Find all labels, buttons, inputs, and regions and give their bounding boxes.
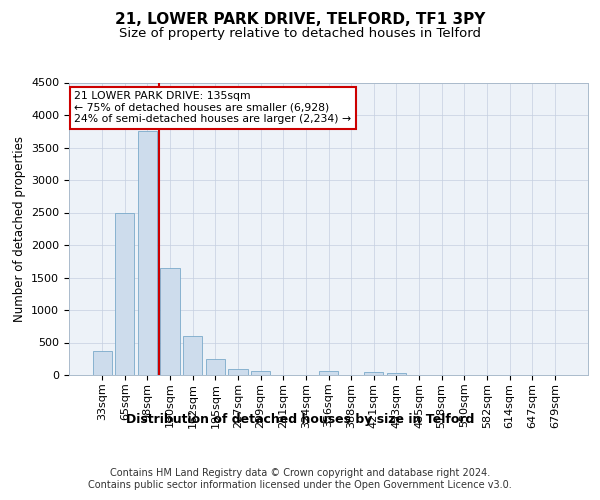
Bar bbox=[183, 336, 202, 375]
Bar bbox=[387, 373, 406, 375]
Bar bbox=[229, 368, 248, 375]
Text: Size of property relative to detached houses in Telford: Size of property relative to detached ho… bbox=[119, 28, 481, 40]
Bar bbox=[138, 131, 157, 375]
Text: Distribution of detached houses by size in Telford: Distribution of detached houses by size … bbox=[126, 412, 474, 426]
Text: Contains public sector information licensed under the Open Government Licence v3: Contains public sector information licen… bbox=[88, 480, 512, 490]
Text: 21 LOWER PARK DRIVE: 135sqm
← 75% of detached houses are smaller (6,928)
24% of : 21 LOWER PARK DRIVE: 135sqm ← 75% of det… bbox=[74, 92, 352, 124]
Bar bbox=[319, 371, 338, 375]
Bar bbox=[92, 350, 112, 375]
Bar bbox=[364, 372, 383, 375]
Bar bbox=[160, 268, 180, 375]
Bar bbox=[251, 371, 270, 375]
Bar bbox=[206, 360, 225, 375]
Text: Contains HM Land Registry data © Crown copyright and database right 2024.: Contains HM Land Registry data © Crown c… bbox=[110, 468, 490, 477]
Text: 21, LOWER PARK DRIVE, TELFORD, TF1 3PY: 21, LOWER PARK DRIVE, TELFORD, TF1 3PY bbox=[115, 12, 485, 28]
Bar bbox=[115, 212, 134, 375]
Y-axis label: Number of detached properties: Number of detached properties bbox=[13, 136, 26, 322]
